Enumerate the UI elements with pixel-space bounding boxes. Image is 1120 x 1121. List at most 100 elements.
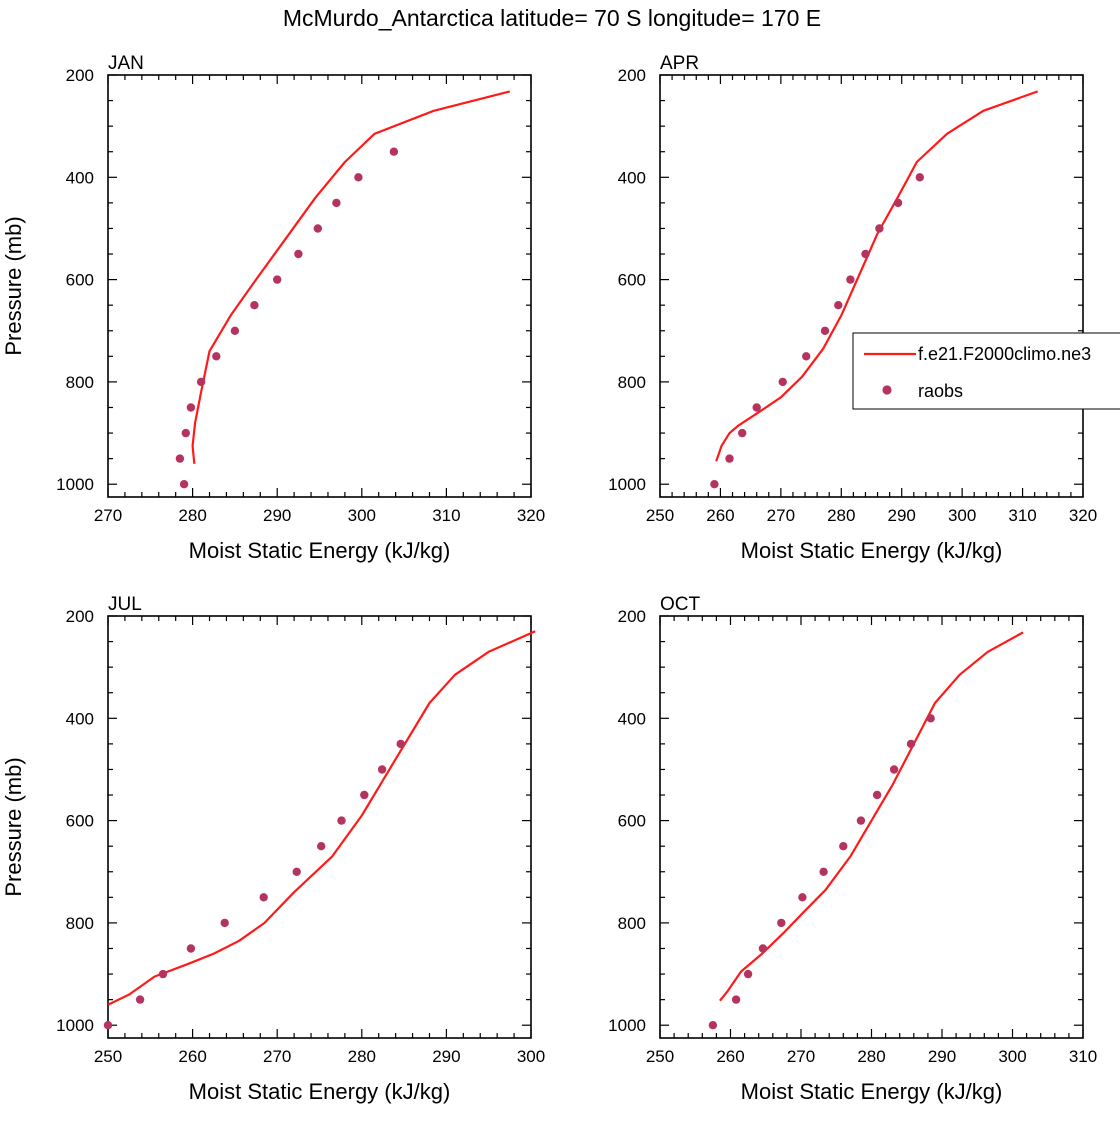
x-tick-label-jul: 260 bbox=[178, 1047, 206, 1066]
y-tick-label-apr: 200 bbox=[618, 66, 646, 85]
x-tick-label-jan: 270 bbox=[94, 506, 122, 525]
model-line-apr bbox=[715, 90, 1039, 462]
raobs-point-jul bbox=[292, 867, 301, 876]
x-tick-label-jul: 290 bbox=[432, 1047, 460, 1066]
raobs-point-jan bbox=[332, 198, 341, 208]
raobs-point-jul bbox=[259, 893, 268, 902]
raobs-point-oct bbox=[777, 918, 786, 928]
y-axis-title-jan: Pressure (mb) bbox=[1, 216, 26, 355]
raobs-point-jan bbox=[175, 454, 185, 463]
x-tick-label-oct: 260 bbox=[716, 1047, 744, 1066]
raobs-point-apr bbox=[752, 403, 761, 412]
plot-frame-oct bbox=[659, 615, 1084, 1039]
x-tick-label-oct: 290 bbox=[928, 1047, 956, 1066]
raobs-point-jul bbox=[158, 969, 168, 979]
raobs-point-jul bbox=[317, 842, 326, 851]
raobs-point-jan bbox=[250, 301, 259, 310]
raobs-point-jan bbox=[181, 428, 190, 438]
legend-entry-raobs: raobs bbox=[918, 381, 963, 401]
x-tick-label-oct: 250 bbox=[646, 1047, 674, 1066]
raobs-point-jan bbox=[389, 147, 399, 156]
y-tick-label-jul: 800 bbox=[66, 914, 94, 933]
raobs-point-oct bbox=[731, 995, 741, 1004]
figure-title: McMurdo_Antarctica latitude= 70 S longit… bbox=[283, 5, 821, 31]
raobs-point-jan bbox=[294, 249, 303, 259]
x-tick-label-apr: 280 bbox=[827, 506, 855, 525]
raobs-point-apr bbox=[875, 224, 884, 233]
y-axis-title-jul: Pressure (mb) bbox=[1, 757, 26, 896]
raobs-point-jul bbox=[337, 816, 346, 825]
raobs-point-jan bbox=[354, 173, 363, 182]
model-line-jul bbox=[107, 630, 536, 1006]
panel-label-apr: APR bbox=[660, 53, 699, 74]
raobs-point-jan bbox=[186, 403, 196, 412]
x-axis-title-jul: Moist Static Energy (kJ/kg) bbox=[189, 1079, 451, 1104]
raobs-point-jan bbox=[179, 480, 189, 489]
raobs-point-jul bbox=[186, 944, 196, 953]
y-tick-label-jul: 600 bbox=[66, 812, 94, 831]
raobs-point-oct bbox=[819, 867, 828, 876]
panels: JAN 270 280 290 300 310 320 200 400 600 800 1000 Moi… bbox=[1, 53, 1097, 1104]
raobs-point-jul bbox=[103, 1020, 113, 1030]
raobs-point-apr bbox=[834, 301, 843, 310]
raobs-point-oct bbox=[708, 1020, 718, 1030]
x-tick-label-jul: 270 bbox=[263, 1047, 291, 1066]
legend-entry-model: f.e21.F2000climo.ne3 bbox=[918, 344, 1091, 364]
raobs-point-apr bbox=[710, 480, 719, 489]
raobs-point-oct bbox=[906, 739, 916, 749]
plot-frame-jan bbox=[107, 74, 532, 498]
raobs-point-apr bbox=[846, 275, 855, 284]
x-tick-label-apr: 300 bbox=[948, 506, 976, 525]
y-tick-label-apr: 400 bbox=[618, 168, 646, 187]
panel-oct: OCT 250 260 270 280 290 300 310 200 400 600 800 1000… bbox=[608, 594, 1097, 1104]
y-tick-label-jan: 600 bbox=[66, 271, 94, 290]
model-line-jan bbox=[191, 90, 511, 464]
x-tick-label-apr: 250 bbox=[646, 506, 674, 525]
raobs-point-oct bbox=[798, 893, 807, 902]
x-tick-label-jan: 310 bbox=[432, 506, 460, 525]
model-line-oct bbox=[719, 631, 1024, 1002]
x-tick-label-jul: 300 bbox=[517, 1047, 545, 1066]
raobs-point-apr bbox=[861, 249, 870, 259]
raobs-point-oct bbox=[856, 816, 866, 825]
legend: f.e21.F2000climo.ne3 raobs bbox=[852, 332, 1120, 410]
raobs-point-apr bbox=[915, 173, 924, 182]
y-tick-label-jan: 200 bbox=[66, 66, 94, 85]
raobs-point-apr bbox=[725, 454, 734, 463]
x-tick-label-apr: 310 bbox=[1008, 506, 1036, 525]
x-tick-label-jan: 300 bbox=[348, 506, 376, 525]
x-tick-label-jul: 280 bbox=[348, 1047, 376, 1066]
x-tick-label-jan: 280 bbox=[178, 506, 206, 525]
raobs-point-jan bbox=[313, 224, 322, 233]
raobs-point-jan bbox=[196, 377, 206, 387]
raobs-point-jul bbox=[360, 790, 369, 800]
y-tick-label-oct: 600 bbox=[618, 812, 646, 831]
plot-frame-jul bbox=[107, 615, 532, 1039]
legend-box bbox=[852, 332, 1120, 410]
y-tick-label-oct: 800 bbox=[618, 914, 646, 933]
raobs-point-jan bbox=[212, 352, 221, 361]
raobs-point-oct bbox=[872, 790, 882, 800]
raobs-point-jan bbox=[273, 275, 282, 284]
raobs-point-apr bbox=[802, 352, 811, 361]
y-tick-label-oct: 400 bbox=[618, 709, 646, 728]
raobs-point-apr bbox=[893, 198, 903, 208]
x-tick-label-jan: 320 bbox=[517, 506, 545, 525]
x-tick-label-apr: 260 bbox=[706, 506, 734, 525]
raobs-point-jul bbox=[377, 765, 387, 774]
raobs-point-oct bbox=[758, 944, 768, 953]
y-tick-label-jul: 200 bbox=[66, 607, 94, 626]
raobs-point-apr bbox=[820, 326, 830, 335]
raobs-point-oct bbox=[889, 765, 899, 774]
raobs-point-oct bbox=[926, 714, 935, 723]
y-tick-label-jul: 1000 bbox=[56, 1016, 94, 1035]
panel-label-jan: JAN bbox=[108, 53, 144, 74]
x-tick-label-jan: 290 bbox=[263, 506, 291, 525]
y-tick-label-jan: 1000 bbox=[56, 475, 94, 494]
raobs-point-oct bbox=[743, 969, 753, 979]
y-tick-label-apr: 800 bbox=[618, 373, 646, 392]
y-tick-label-apr: 600 bbox=[618, 271, 646, 290]
panel-label-oct: OCT bbox=[660, 594, 701, 615]
x-tick-label-oct: 280 bbox=[857, 1047, 885, 1066]
panel-jul: JUL 250 260 270 280 290 300 200 400 600 800 1000 Moi… bbox=[1, 594, 545, 1104]
